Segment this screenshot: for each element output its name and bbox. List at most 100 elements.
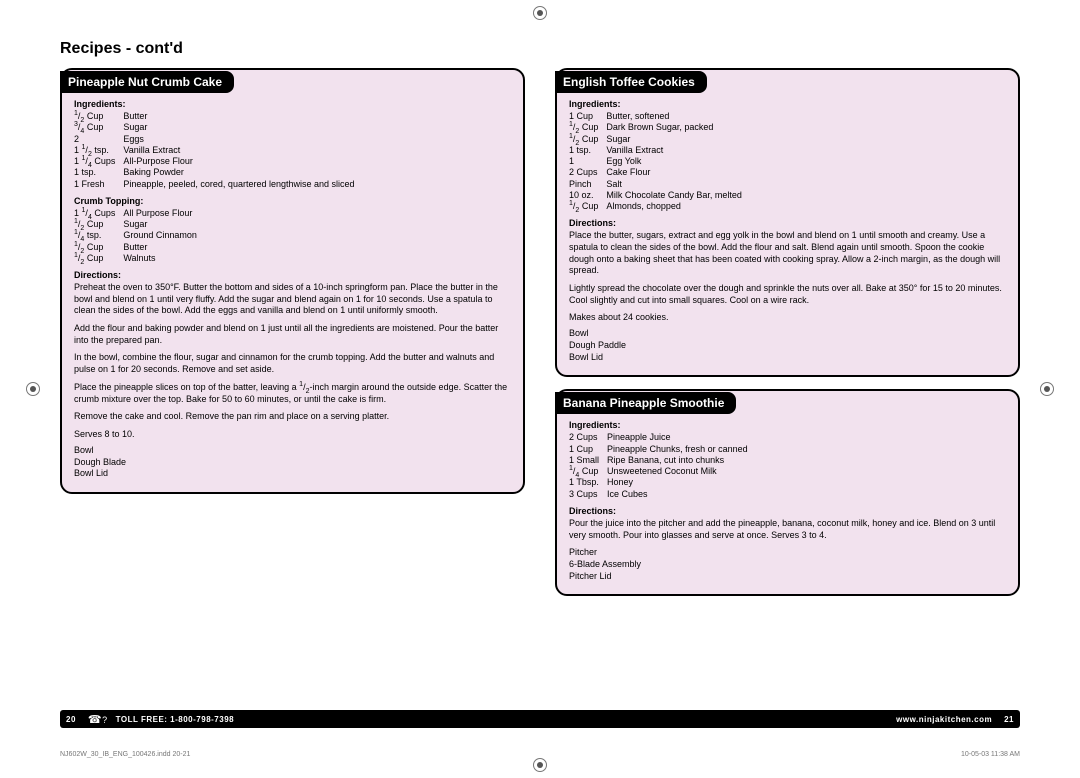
ingredients-label: Ingredients:: [569, 99, 1006, 109]
page-content: Recipes - cont'd Pineapple Nut Crumb Cak…: [60, 40, 1020, 738]
page-number-left: 20: [60, 715, 82, 724]
direction-step: Lightly spread the chocolate over the do…: [569, 283, 1006, 306]
ingredients-table: 1/2 CupButter3/4 CupSugar2Eggs1 1/2 tsp.…: [74, 111, 363, 190]
ingredient-amount: 2 Cups: [569, 167, 606, 178]
ingredient-item: Butter: [123, 242, 205, 253]
directions: Place the butter, sugars, extract and eg…: [569, 230, 1006, 306]
ingredient-item: Unsweetened Coconut Milk: [607, 466, 756, 477]
ingredient-item: Baking Powder: [123, 167, 362, 178]
footer-bar: 20 ☎? TOLL FREE: 1-800-798-7398 www.ninj…: [60, 710, 1020, 728]
ingredient-item: Cake Flour: [606, 167, 750, 178]
page-number-right: 21: [998, 715, 1020, 724]
ingredient-amount: 1/4 tsp.: [74, 230, 123, 241]
ingredient-item: Pineapple Juice: [607, 432, 756, 443]
ingredient-item: All-Purpose Flour: [123, 156, 362, 167]
directions: Preheat the oven to 350°F. Butter the bo…: [74, 282, 511, 423]
ingredient-amount: 1 1/4 Cups: [74, 208, 123, 219]
registration-mark-top: [533, 6, 547, 20]
makes: Makes about 24 cookies.: [569, 312, 1006, 322]
ingredients-label: Ingredients:: [569, 420, 1006, 430]
recipe-title: Pineapple Nut Crumb Cake: [60, 71, 234, 93]
ingredient-item: Vanilla Extract: [606, 145, 750, 156]
ingredient-amount: Pinch: [569, 179, 606, 190]
ingredient-amount: 1/4 Cup: [569, 466, 607, 477]
recipe-toffee-cookies: English Toffee Cookies Ingredients: 1 Cu…: [555, 68, 1020, 377]
ingredient-item: Butter: [123, 111, 362, 122]
print-time: 10-05-03 11:38 AM: [961, 751, 1020, 758]
ingredient-amount: 3/4 Cup: [74, 122, 123, 133]
ingredient-item: Sugar: [606, 134, 750, 145]
serves: Serves 8 to 10.: [74, 429, 511, 439]
ingredient-item: Eggs: [123, 134, 362, 145]
ingredient-amount: 1/2 Cup: [74, 242, 123, 253]
columns: Pineapple Nut Crumb Cake Ingredients: 1/…: [60, 68, 1020, 608]
ingredient-amount: 1/2 Cup: [569, 201, 606, 212]
crumb-table: 1 1/4 CupsAll Purpose Flour1/2 CupSugar1…: [74, 208, 205, 264]
recipe-pineapple-cake: Pineapple Nut Crumb Cake Ingredients: 1/…: [60, 68, 525, 494]
page-heading: Recipes - cont'd: [60, 40, 1020, 58]
equipment: Pitcher6-Blade AssemblyPitcher Lid: [569, 547, 1006, 582]
ingredient-amount: 1 Cup: [569, 444, 607, 455]
direction-step: Place the butter, sugars, extract and eg…: [569, 230, 1006, 277]
ingredient-item: Pineapple, peeled, cored, quartered leng…: [123, 179, 362, 190]
equipment: BowlDough PaddleBowl Lid: [569, 328, 1006, 363]
ingredients-table: 1 CupButter, softened1/2 CupDark Brown S…: [569, 111, 750, 212]
ingredient-item: Butter, softened: [606, 111, 750, 122]
ingredient-amount: 1: [569, 156, 606, 167]
ingredient-item: Sugar: [123, 122, 362, 133]
ingredient-amount: 1 tsp.: [74, 167, 123, 178]
ingredient-item: Milk Chocolate Candy Bar, melted: [606, 190, 750, 201]
direction-step: Pour the juice into the pitcher and add …: [569, 518, 1006, 541]
ingredient-item: Almonds, chopped: [606, 201, 750, 212]
equipment: BowlDough BladeBowl Lid: [74, 445, 511, 480]
ingredient-amount: 1/2 Cup: [74, 253, 123, 264]
direction-step: Add the flour and baking powder and blen…: [74, 323, 511, 346]
directions-label: Directions:: [569, 218, 1006, 228]
ingredient-item: Dark Brown Sugar, packed: [606, 122, 750, 133]
ingredient-item: Egg Yolk: [606, 156, 750, 167]
ingredient-amount: 1/2 Cup: [569, 122, 606, 133]
left-column: Pineapple Nut Crumb Cake Ingredients: 1/…: [60, 68, 525, 608]
directions: Pour the juice into the pitcher and add …: [569, 518, 1006, 541]
ingredient-amount: 3 Cups: [569, 489, 607, 500]
ingredient-item: Ice Cubes: [607, 489, 756, 500]
registration-mark-bottom: [533, 758, 547, 772]
ingredient-item: Pineapple Chunks, fresh or canned: [607, 444, 756, 455]
recipe-title: Banana Pineapple Smoothie: [555, 392, 736, 414]
ingredient-amount: 1 Small: [569, 455, 607, 466]
ingredient-amount: 1/2 Cup: [569, 134, 606, 145]
ingredient-amount: 1/2 Cup: [74, 219, 123, 230]
ingredient-item: Vanilla Extract: [123, 145, 362, 156]
direction-step: Preheat the oven to 350°F. Butter the bo…: [74, 282, 511, 317]
ingredients-table: 2 CupsPineapple Juice1 CupPineapple Chun…: [569, 432, 756, 500]
direction-step: Place the pineapple slices on top of the…: [74, 382, 511, 405]
ingredient-amount: 1 Tbsp.: [569, 477, 607, 488]
registration-mark-left: [26, 382, 40, 396]
crumb-label: Crumb Topping:: [74, 196, 511, 206]
ingredient-amount: 1 Cup: [569, 111, 606, 122]
ingredient-item: Salt: [606, 179, 750, 190]
ingredient-amount: 10 oz.: [569, 190, 606, 201]
ingredient-amount: 2 Cups: [569, 432, 607, 443]
direction-step: Remove the cake and cool. Remove the pan…: [74, 411, 511, 423]
footer-url: www.ninjakitchen.com: [896, 715, 998, 724]
ingredient-amount: 1 tsp.: [569, 145, 606, 156]
ingredient-item: Sugar: [123, 219, 205, 230]
ingredient-amount: 1 1/4 Cups: [74, 156, 123, 167]
ingredient-amount: 1 Fresh: [74, 179, 123, 190]
direction-step: In the bowl, combine the flour, sugar an…: [74, 352, 511, 375]
print-info: NJ602W_30_IB_ENG_100426.indd 20-21 10-05…: [60, 751, 1020, 758]
ingredient-item: Honey: [607, 477, 756, 488]
print-file: NJ602W_30_IB_ENG_100426.indd 20-21: [60, 751, 190, 758]
ingredient-amount: 1/2 Cup: [74, 111, 123, 122]
toll-free: TOLL FREE: 1-800-798-7398: [112, 715, 234, 724]
recipe-banana-smoothie: Banana Pineapple Smoothie Ingredients: 2…: [555, 389, 1020, 596]
phone-icon: ☎?: [82, 713, 112, 726]
directions-label: Directions:: [74, 270, 511, 280]
directions-label: Directions:: [569, 506, 1006, 516]
ingredient-item: Walnuts: [123, 253, 205, 264]
ingredient-item: Ground Cinnamon: [123, 230, 205, 241]
ingredients-label: Ingredients:: [74, 99, 511, 109]
registration-mark-right: [1040, 382, 1054, 396]
recipe-title: English Toffee Cookies: [555, 71, 707, 93]
